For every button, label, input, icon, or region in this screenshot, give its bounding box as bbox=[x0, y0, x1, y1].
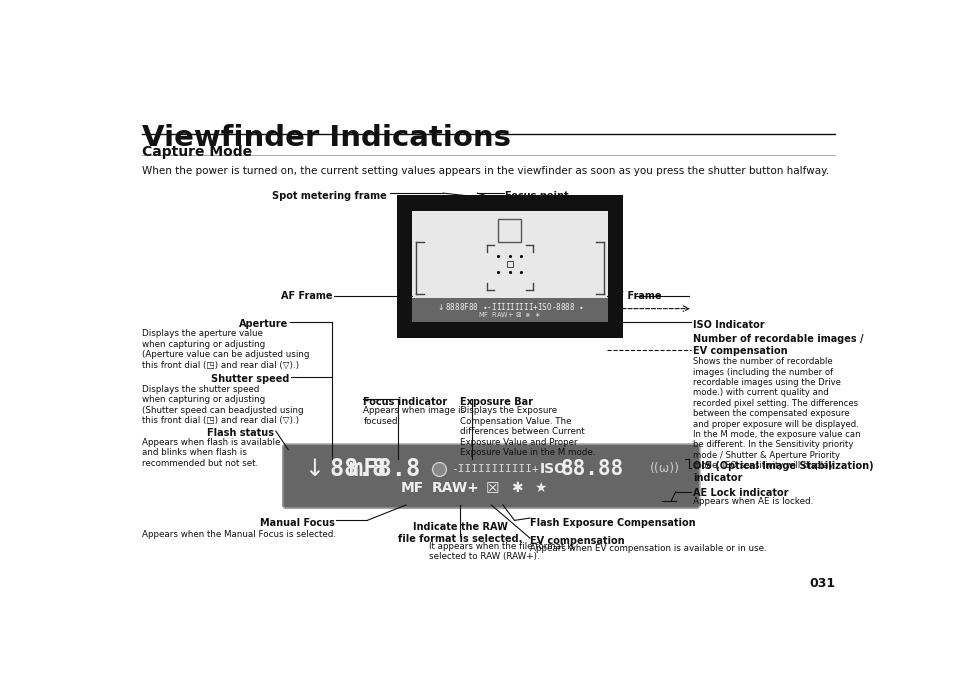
Text: Flash Exposure Compensation: Flash Exposure Compensation bbox=[530, 518, 695, 528]
FancyBboxPatch shape bbox=[282, 444, 699, 508]
Text: 031: 031 bbox=[808, 576, 835, 589]
Text: Number of recordable images /
EV compensation: Number of recordable images / EV compens… bbox=[692, 334, 862, 356]
Text: AF Frame: AF Frame bbox=[280, 291, 332, 301]
Text: MF: MF bbox=[400, 481, 423, 495]
Text: MF  RAW+ $\boxtimes$  $\divideontimes$  $\ast$: MF RAW+ $\boxtimes$ $\divideontimes$ $\a… bbox=[477, 310, 541, 319]
Bar bbox=[396, 196, 622, 338]
Text: Appears when the Manual Focus is selected.: Appears when the Manual Focus is selecte… bbox=[142, 530, 336, 538]
Text: Displays the aperture value
when capturing or adjusting
(Aperture value can be a: Displays the aperture value when capturi… bbox=[142, 329, 310, 369]
Text: Manual Focus: Manual Focus bbox=[259, 518, 335, 528]
Text: OIS (Optical Image Stabilization)
indicator: OIS (Optical Image Stabilization) indica… bbox=[692, 461, 872, 483]
Text: When the power is turned on, the current setting values appears in the viewfinde: When the power is turned on, the current… bbox=[142, 166, 829, 176]
Text: Appears when image is
focused.: Appears when image is focused. bbox=[363, 407, 465, 426]
Bar bbox=[412, 211, 607, 298]
Text: RAW+: RAW+ bbox=[431, 481, 478, 495]
Text: Displays the shutter speed
when capturing or adjusting
(Shutter speed can beadju: Displays the shutter speed when capturin… bbox=[142, 385, 304, 425]
Bar bbox=[412, 298, 607, 323]
Text: $\downarrow$8888F88 $\bullet$-IIIIIIIII+ISO-8888 $\bullet$: $\downarrow$8888F88 $\bullet$-IIIIIIIII+… bbox=[436, 301, 583, 312]
Text: It appears when the file format is
selected to RAW (RAW+).: It appears when the file format is selec… bbox=[429, 542, 574, 562]
Text: Shutter speed: Shutter speed bbox=[212, 374, 290, 384]
Text: Aperture: Aperture bbox=[238, 318, 288, 329]
Text: ✱: ✱ bbox=[510, 481, 521, 495]
Text: AE Lock indicator: AE Lock indicator bbox=[692, 488, 787, 498]
Text: Flash status: Flash status bbox=[207, 428, 274, 438]
Text: Appears when AE is locked.: Appears when AE is locked. bbox=[692, 497, 812, 507]
Text: $\downarrow$88.8: $\downarrow$88.8 bbox=[299, 457, 386, 481]
Text: Focus point: Focus point bbox=[505, 191, 568, 201]
Text: ISO: ISO bbox=[539, 462, 566, 476]
Text: Displays the Exposure
Compensation Value. The
differences between Current
Exposu: Displays the Exposure Compensation Value… bbox=[459, 407, 595, 457]
Bar bbox=[497, 219, 521, 242]
Text: Appears when EV compensation is available or in use.: Appears when EV compensation is availabl… bbox=[530, 545, 766, 553]
Text: Capture Mode: Capture Mode bbox=[142, 145, 253, 160]
Text: -IIIIIIIIIII+: -IIIIIIIIIII+ bbox=[451, 464, 538, 474]
Text: EV compensation: EV compensation bbox=[530, 536, 624, 546]
Bar bbox=[506, 261, 513, 267]
Text: AF Frame: AF Frame bbox=[609, 291, 660, 301]
Text: Shows the number of recordable
images (including the number of
recordable images: Shows the number of recordable images (i… bbox=[692, 357, 860, 470]
Text: Viewfinder Indications: Viewfinder Indications bbox=[142, 124, 511, 152]
Text: Indicate the RAW
file format is selected.: Indicate the RAW file format is selected… bbox=[397, 522, 522, 543]
Text: Appears when flash is available
and blinks when flash is
recommended but not set: Appears when flash is available and blin… bbox=[142, 438, 280, 468]
Text: ★: ★ bbox=[534, 481, 546, 495]
Text: Spot metering frame: Spot metering frame bbox=[272, 191, 386, 201]
Text: ((ω)): ((ω)) bbox=[649, 462, 679, 475]
Text: Exposure Bar: Exposure Bar bbox=[459, 397, 533, 407]
Text: Focus indicator: Focus indicator bbox=[363, 397, 447, 407]
Text: ISO Indicator: ISO Indicator bbox=[692, 320, 763, 330]
Text: 88.88: 88.88 bbox=[560, 459, 623, 479]
Text: mF8.8: mF8.8 bbox=[349, 457, 420, 481]
Text: ☒: ☒ bbox=[485, 481, 499, 496]
